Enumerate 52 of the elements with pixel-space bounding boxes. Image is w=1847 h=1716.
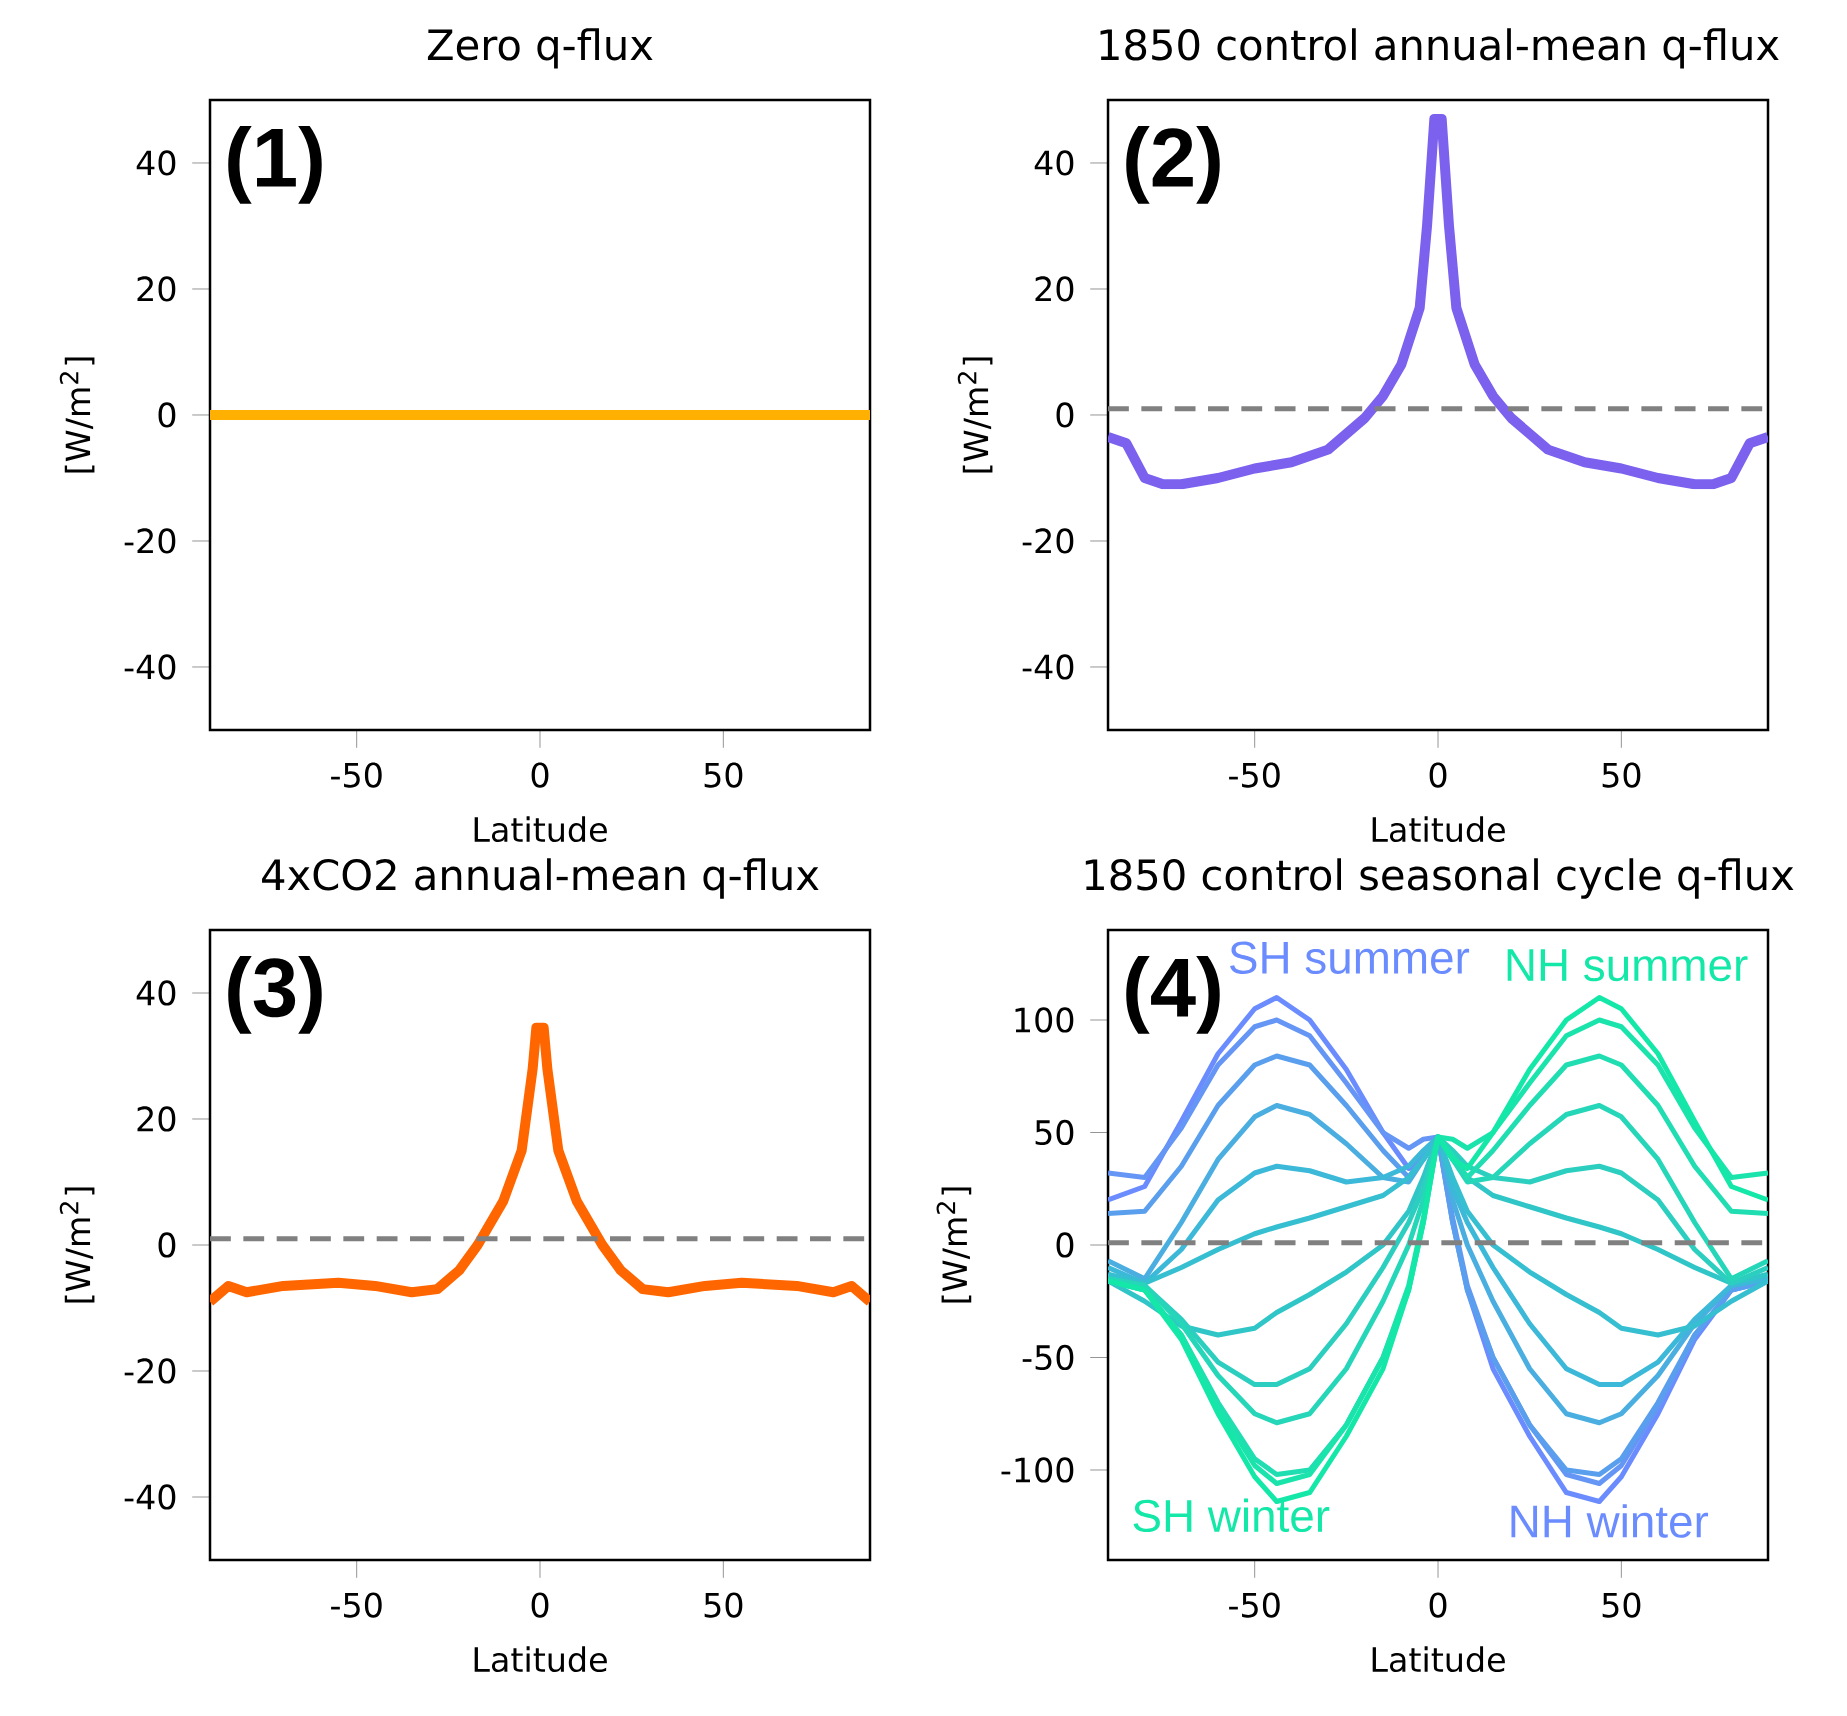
y-tick-label: -40: [1022, 654, 1074, 680]
y-tick-label: -40: [124, 654, 176, 680]
annotation: (1): [228, 126, 322, 204]
x-tick-label: 50: [1602, 762, 1641, 788]
annotation: NH winter: [1511, 1504, 1709, 1538]
y-tick-label: 0: [1056, 1232, 1074, 1258]
y-tick-label: 100: [1015, 1007, 1074, 1033]
chart-title: Zero q-flux: [427, 28, 653, 69]
x-tick-label: 0: [531, 762, 549, 788]
y-tick-label: -20: [1022, 528, 1074, 554]
annotation: NH summer: [1507, 949, 1748, 982]
x-axis-title: Latitude: [1372, 1646, 1505, 1673]
annotation: SH winter: [1133, 1498, 1330, 1533]
x-tick-label: -50: [1229, 762, 1280, 788]
x-tick-label: 0: [1429, 1592, 1447, 1618]
x-axis-title: Latitude: [474, 816, 607, 843]
y-tick-label: 40: [136, 980, 176, 1006]
y-tick-label: 0: [158, 402, 176, 428]
x-axis-title: Latitude: [474, 1646, 607, 1673]
x-tick-label: -50: [331, 762, 382, 788]
y-tick-label: 20: [137, 276, 176, 302]
y-tick-label: 40: [136, 150, 176, 176]
y-tick-label: -100: [1001, 1457, 1074, 1483]
x-tick-label: 50: [1602, 1592, 1641, 1618]
x-axis-title: Latitude: [1372, 816, 1505, 843]
x-tick-label: -50: [331, 1592, 382, 1618]
annotation: SH summer: [1230, 941, 1470, 974]
x-tick-label: 50: [704, 1592, 743, 1618]
y-axis-title: [W/m$^{2}$]: [936, 1187, 972, 1303]
y-axis-title: [W/m$^{2}$]: [957, 357, 993, 473]
y-axis-title: [W/m$^{2}$]: [59, 1187, 95, 1303]
x-tick-label: -50: [1229, 1592, 1280, 1618]
y-tick-label: -40: [124, 1484, 176, 1510]
annotation: (4): [1126, 956, 1220, 1034]
y-tick-label: -20: [124, 1358, 176, 1384]
chart-title: 1850 control annual-mean q-flux: [1100, 28, 1779, 69]
y-tick-label: 0: [1056, 402, 1074, 428]
chart-title: 1850 control seasonal cycle q-flux: [1085, 858, 1794, 899]
y-tick-label: 40: [1034, 150, 1074, 176]
y-tick-label: 0: [158, 1232, 176, 1258]
y-tick-label: 20: [1035, 276, 1074, 302]
x-tick-label: 0: [1429, 762, 1447, 788]
annotation: (2): [1126, 126, 1220, 204]
annotation: (3): [228, 956, 322, 1034]
y-tick-label: 50: [1035, 1119, 1074, 1146]
chart-title: 4xCO2 annual-mean q-flux: [262, 858, 819, 899]
y-axis-title: [W/m$^{2}$]: [59, 357, 95, 473]
x-tick-label: 50: [704, 762, 743, 788]
y-tick-label: 20: [137, 1106, 176, 1132]
y-tick-label: -20: [124, 528, 176, 554]
x-tick-label: 0: [531, 1592, 549, 1618]
y-tick-label: -50: [1022, 1344, 1074, 1371]
